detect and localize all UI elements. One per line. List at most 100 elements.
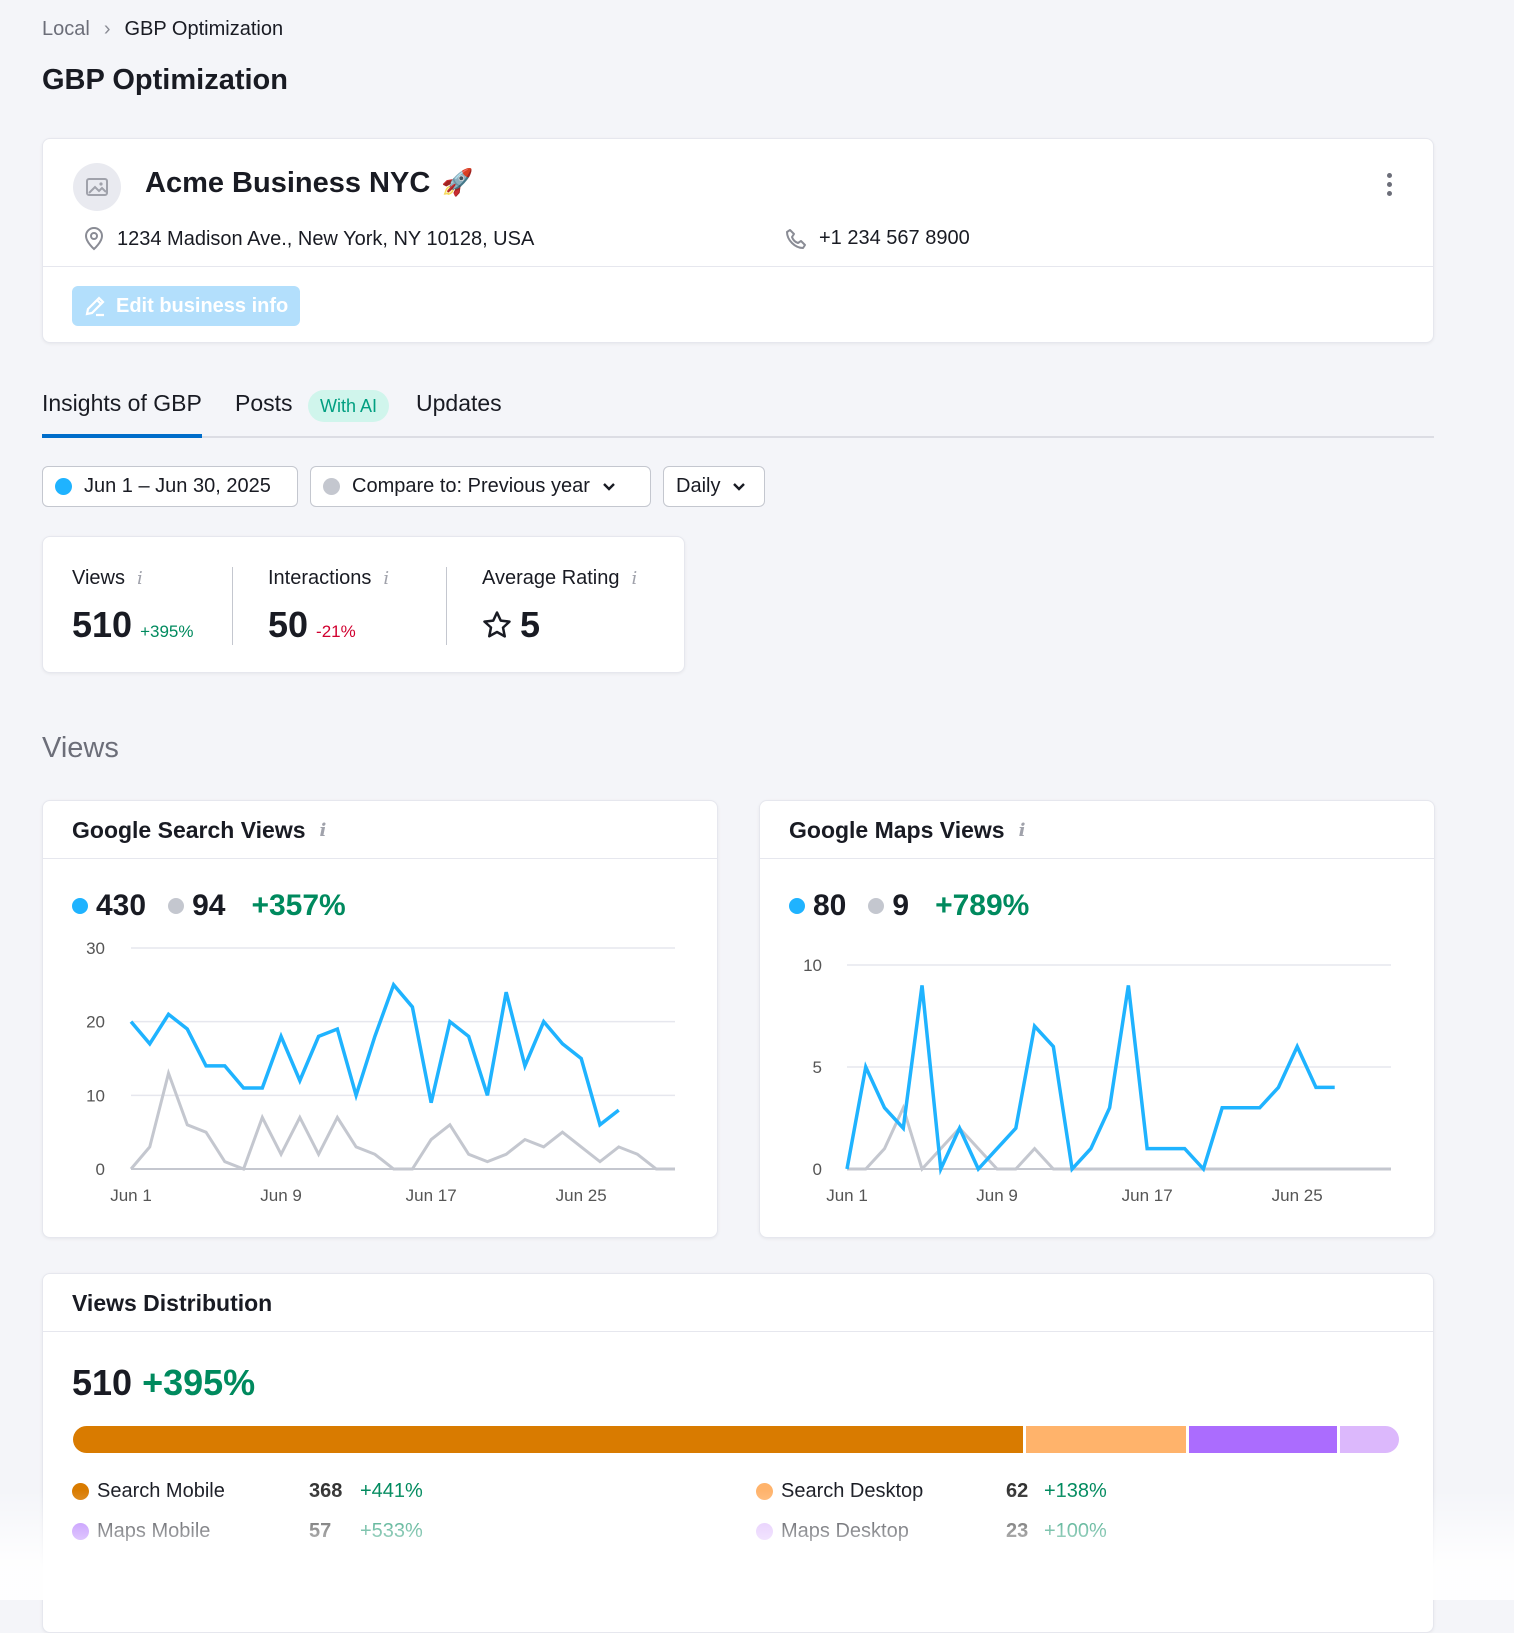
x-tick-label: Jun 17	[406, 1186, 457, 1205]
search-views-chart: 0 10 20 30 Jun 1 Jun 9 Jun 17 Jun 25	[86, 939, 675, 1205]
rocket-icon: 🚀	[441, 167, 474, 197]
y-tick-label: 0	[96, 1160, 105, 1179]
more-menu-icon[interactable]	[1385, 173, 1393, 196]
stat-interactions: Interactions i 50 -21%	[268, 567, 389, 646]
granularity-dropdown[interactable]: Daily	[663, 466, 765, 507]
star-icon	[483, 611, 511, 638]
total-value: 510	[72, 1362, 133, 1403]
info-icon[interactable]: i	[383, 568, 390, 589]
current-total: 430	[96, 889, 147, 922]
stats-card: Views i 510 +395% Interactions i 50 -21% Ave…	[42, 536, 685, 673]
date-range-picker[interactable]: Jun 1 – Jun 30, 2025	[42, 466, 298, 507]
tab-insights[interactable]: Insights of GBP	[42, 390, 202, 438]
breadcrumb: Local › GBP Optimization	[42, 18, 283, 41]
chart-summary: 80 9 +789%	[789, 889, 1029, 923]
distribution-segment	[73, 1426, 1024, 1453]
stat-change: -21%	[316, 622, 356, 641]
x-tick-label: Jun 9	[260, 1186, 302, 1205]
compare-dropdown[interactable]: Compare to: Previous year	[310, 466, 651, 507]
chevron-right-icon: ›	[103, 18, 111, 40]
x-tick-label: Jun 25	[556, 1186, 607, 1205]
chevron-down-icon	[733, 482, 746, 491]
location-pin-icon	[84, 227, 104, 251]
x-tick-label: Jun 9	[976, 1186, 1018, 1205]
edit-label: Edit business info	[116, 294, 289, 317]
breadcrumb-current: GBP Optimization	[124, 18, 284, 40]
distribution-segment	[1026, 1426, 1187, 1453]
stat-value: 510	[72, 604, 133, 645]
scroll-fade	[0, 1490, 1514, 1600]
business-name: Acme Business NYC	[145, 167, 431, 199]
previous-dot	[868, 898, 885, 914]
x-tick-label: Jun 25	[1272, 1186, 1323, 1205]
chart-title: Google Search Views	[72, 817, 306, 843]
granularity-text: Daily	[676, 475, 721, 497]
divider	[760, 858, 1434, 859]
change-value: +357%	[251, 889, 346, 922]
y-tick-label: 10	[803, 956, 822, 975]
change-value: +789%	[935, 889, 1030, 922]
distribution-segment	[1189, 1426, 1337, 1453]
tab-posts[interactable]: Posts	[235, 390, 293, 416]
total-change: +395%	[142, 1362, 256, 1403]
current-period-dot	[55, 478, 72, 495]
page-title: GBP Optimization	[42, 64, 288, 96]
google-search-views-card: Google Search Views i 430 94 +357% 0 10 20 3…	[42, 800, 718, 1238]
stat-change: +395%	[140, 622, 194, 641]
current-dot	[72, 898, 88, 914]
y-tick-label: 20	[86, 1013, 105, 1032]
edit-business-info-button[interactable]: Edit business info	[72, 286, 301, 326]
current-total: 80	[813, 889, 847, 922]
stat-average-rating: Average Rating i 5	[482, 567, 637, 646]
pencil-icon	[85, 296, 105, 317]
stat-value: 5	[520, 604, 541, 645]
chevron-down-icon	[603, 482, 615, 491]
chart-title: Google Maps Views	[789, 817, 1005, 843]
divider	[446, 567, 447, 645]
previous-total: 9	[892, 889, 910, 922]
current-dot	[789, 898, 805, 914]
current-period-line	[845, 985, 1335, 1176]
info-icon[interactable]: i	[1018, 820, 1026, 841]
x-tick-label: Jun 1	[110, 1186, 152, 1205]
distribution-title: Views Distribution	[72, 1290, 273, 1316]
stat-label: Average Rating	[482, 567, 620, 589]
distribution-segment	[1339, 1426, 1399, 1453]
divider	[43, 858, 717, 859]
breadcrumb-local[interactable]: Local	[42, 18, 90, 40]
stat-views: Views i 510 +395%	[72, 567, 194, 646]
divider	[43, 1331, 1433, 1332]
business-card: Acme Business NYC 🚀 1234 Madison Ave., N…	[42, 138, 1434, 343]
business-phone: +1 234 567 8900	[785, 227, 970, 250]
previous-period-dot	[323, 478, 340, 495]
info-icon[interactable]: i	[631, 568, 638, 589]
phone-icon	[786, 228, 806, 249]
info-icon[interactable]: i	[137, 568, 143, 589]
compare-text: Compare to: Previous year	[352, 475, 590, 497]
previous-dot	[168, 898, 185, 914]
info-icon[interactable]: i	[319, 820, 327, 841]
tab-bar: Insights of GBP Posts With AI Updates	[42, 390, 1434, 438]
y-tick-label: 0	[813, 1160, 822, 1179]
business-avatar	[73, 163, 121, 211]
date-range-text: Jun 1 – Jun 30, 2025	[84, 475, 271, 497]
address-text: 1234 Madison Ave., New York, NY 10128, U…	[117, 227, 535, 250]
maps-views-chart: 0 5 10 Jun 1 Jun 9 Jun 17 Jun 25	[803, 956, 1391, 1205]
google-maps-views-card: Google Maps Views i 80 9 +789% 0 5 10 Jun 1 J…	[759, 800, 1435, 1238]
previous-period-line	[129, 1068, 675, 1171]
y-tick-label: 10	[86, 1086, 105, 1105]
x-tick-label: Jun 17	[1122, 1186, 1173, 1205]
previous-period-line	[847, 1103, 1391, 1172]
stat-value: 50	[268, 604, 309, 645]
distribution-bar	[73, 1426, 1399, 1453]
tab-updates[interactable]: Updates	[416, 390, 502, 416]
divider	[43, 266, 1433, 267]
with-ai-badge: With AI	[308, 390, 390, 422]
image-icon	[86, 178, 108, 196]
stat-label: Interactions	[268, 567, 372, 589]
previous-total: 94	[192, 889, 226, 922]
stat-label: Views	[72, 567, 125, 589]
chart-summary: 430 94 +357%	[72, 889, 346, 923]
y-tick-label: 30	[86, 939, 105, 958]
divider	[232, 567, 233, 645]
